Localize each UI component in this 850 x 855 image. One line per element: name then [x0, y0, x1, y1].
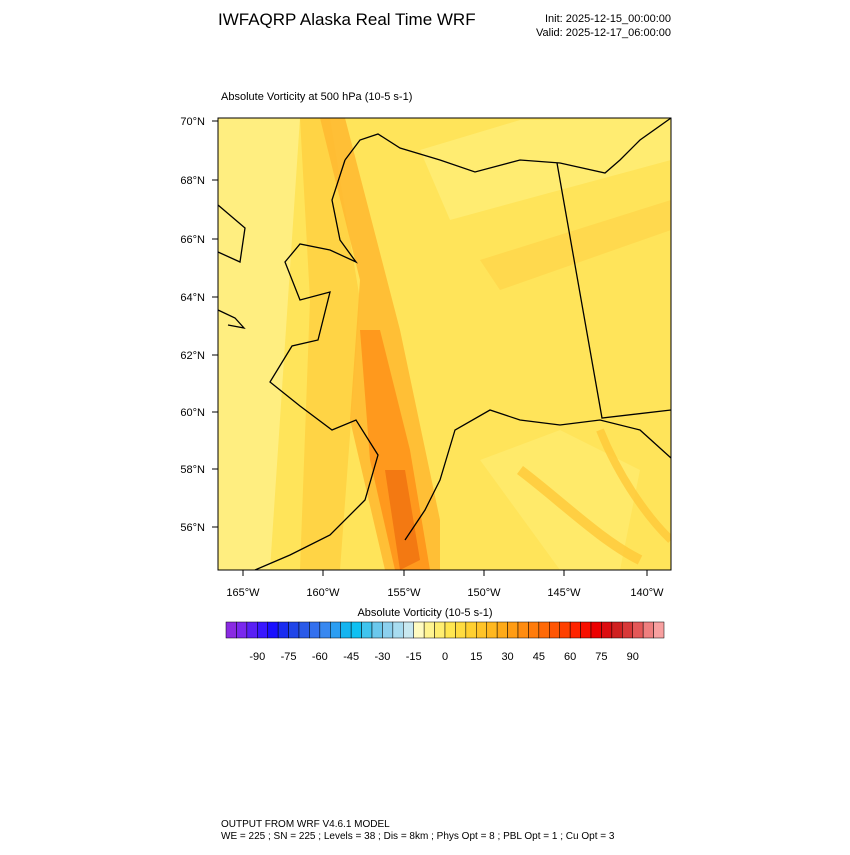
colorbar-box	[632, 621, 644, 639]
title: IWFAQRP Alaska Real Time WRF	[218, 10, 476, 29]
colorbar-box	[277, 621, 289, 639]
colorbar-tick-label: 45	[533, 651, 545, 663]
colorbar-box	[309, 621, 321, 639]
colorbar-box	[559, 621, 571, 639]
lon-label: 150°W	[467, 587, 501, 599]
colorbar-box	[257, 621, 268, 639]
colorbar-box	[507, 621, 519, 639]
colorbar-tick-label: -75	[281, 651, 297, 663]
colorbar-tick-label: 0	[442, 651, 448, 663]
lat-label: 56°N	[180, 522, 205, 534]
colorbar-box	[538, 621, 550, 639]
colorbar-box	[298, 621, 310, 639]
field	[218, 118, 671, 570]
colorbar-tick-label: 90	[627, 651, 639, 663]
lon-label: 155°W	[387, 587, 421, 599]
colorbar-tick-label: 75	[595, 651, 607, 663]
lon-label: 160°W	[306, 587, 340, 599]
footer-line: WE = 225 ; SN = 225 ; Levels = 38 ; Dis …	[221, 831, 615, 842]
lon-label: 140°W	[630, 587, 664, 599]
colorbar-box	[486, 621, 498, 639]
colorbar-tick-label: -90	[249, 651, 265, 663]
colorbar-tick-label: 30	[501, 651, 513, 663]
colorbar-box	[528, 621, 540, 639]
colorbar-box	[517, 621, 529, 639]
colorbar-box	[246, 621, 258, 639]
lat-label: 62°N	[180, 350, 205, 362]
colorbar-box	[476, 621, 487, 639]
colorbar-tick-label: -60	[312, 651, 328, 663]
colorbar-box	[444, 621, 456, 639]
colorbar-box	[580, 621, 592, 639]
colorbar-box	[371, 621, 383, 639]
colorbar-box	[642, 621, 654, 639]
colorbar-box	[601, 621, 613, 639]
colorbar-box	[403, 621, 414, 639]
lat-label: 68°N	[180, 175, 205, 187]
colorbar-title: Absolute Vorticity (10-5 s-1)	[357, 607, 492, 619]
colorbar-box	[236, 621, 248, 639]
colorbar-box	[423, 621, 435, 639]
valid-time: Valid: 2025-12-17_06:00:00	[536, 27, 671, 39]
lat-label: 60°N	[180, 407, 205, 419]
colorbar-tick-label: -45	[343, 651, 359, 663]
colorbar-box	[330, 621, 341, 639]
lat-label: 66°N	[180, 234, 205, 246]
colorbar-box	[267, 621, 279, 639]
colorbar-tick-label: -15	[406, 651, 422, 663]
colorbar-tick-label: 15	[470, 651, 482, 663]
lat-label: 64°N	[180, 292, 205, 304]
colorbar-box	[549, 621, 560, 639]
footer-line: OUTPUT FROM WRF V4.6.1 MODEL	[221, 819, 390, 830]
lat-label: 58°N	[180, 464, 205, 476]
colorbar-box	[288, 621, 300, 639]
map-frame	[217, 117, 672, 571]
colorbar-tick-label: 60	[564, 651, 576, 663]
border	[556, 162, 672, 419]
init-time: Init: 2025-12-15_00:00:00	[545, 13, 671, 25]
colorbar-box	[496, 621, 508, 639]
lon-label: 145°W	[547, 587, 581, 599]
colorbar-box	[434, 621, 446, 639]
colorbar-box	[350, 621, 362, 639]
colorbar-box	[361, 621, 373, 639]
colorbar-box	[465, 621, 477, 639]
lon-label: 165°W	[226, 587, 260, 599]
colorbar-box	[392, 621, 404, 639]
colorbar-tick-label: -30	[374, 651, 390, 663]
colorbar-box	[622, 621, 633, 639]
colorbar-box	[653, 621, 665, 639]
colorbar-box	[455, 621, 467, 639]
lat-label: 70°N	[180, 116, 205, 128]
colorbar-box	[590, 621, 602, 639]
colorbar-box	[413, 621, 425, 639]
colorbar-box	[569, 621, 581, 639]
plot-title: Absolute Vorticity at 500 hPa (10-5 s-1)	[221, 91, 412, 103]
colorbar-box	[340, 621, 352, 639]
colorbar-box	[611, 621, 623, 639]
colorbar-box	[319, 621, 331, 639]
colorbar-box	[225, 621, 237, 639]
colorbar-box	[382, 621, 394, 639]
coastlines	[218, 118, 671, 570]
